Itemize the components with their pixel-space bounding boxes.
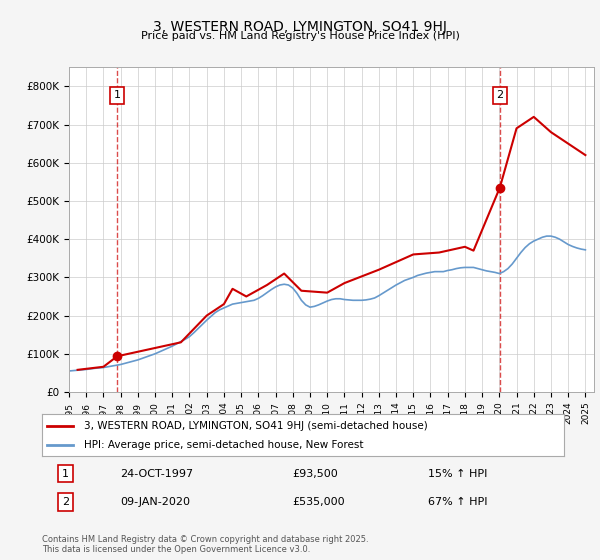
Text: Contains HM Land Registry data © Crown copyright and database right 2025.
This d: Contains HM Land Registry data © Crown c… bbox=[42, 535, 368, 554]
Text: 24-OCT-1997: 24-OCT-1997 bbox=[121, 469, 193, 479]
Text: 15% ↑ HPI: 15% ↑ HPI bbox=[428, 469, 488, 479]
Text: HPI: Average price, semi-detached house, New Forest: HPI: Average price, semi-detached house,… bbox=[84, 440, 363, 450]
Text: £93,500: £93,500 bbox=[293, 469, 338, 479]
Text: 1: 1 bbox=[62, 469, 69, 479]
Text: 1: 1 bbox=[113, 91, 121, 100]
Text: 09-JAN-2020: 09-JAN-2020 bbox=[121, 497, 190, 507]
Text: £535,000: £535,000 bbox=[293, 497, 345, 507]
Text: 3, WESTERN ROAD, LYMINGTON, SO41 9HJ (semi-detached house): 3, WESTERN ROAD, LYMINGTON, SO41 9HJ (se… bbox=[84, 421, 428, 431]
Text: 67% ↑ HPI: 67% ↑ HPI bbox=[428, 497, 488, 507]
Text: 2: 2 bbox=[496, 91, 503, 100]
Text: 2: 2 bbox=[62, 497, 69, 507]
Text: 3, WESTERN ROAD, LYMINGTON, SO41 9HJ: 3, WESTERN ROAD, LYMINGTON, SO41 9HJ bbox=[153, 20, 447, 34]
Text: Price paid vs. HM Land Registry's House Price Index (HPI): Price paid vs. HM Land Registry's House … bbox=[140, 31, 460, 41]
